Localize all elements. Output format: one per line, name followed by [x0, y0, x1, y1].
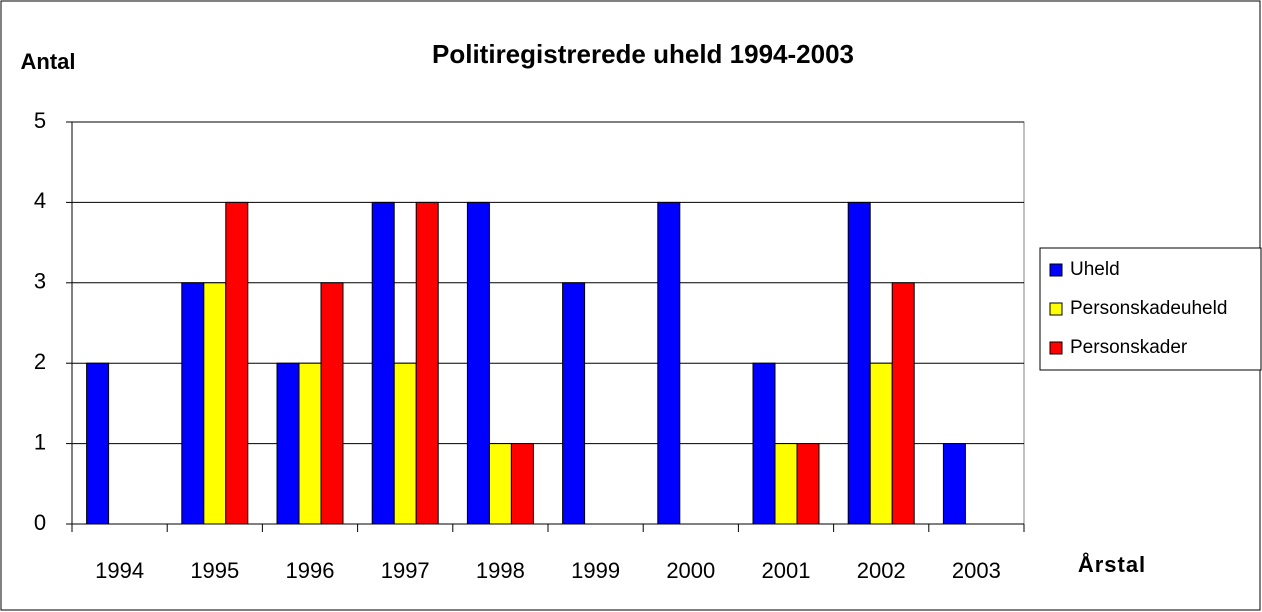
bar — [320, 282, 344, 525]
bar — [466, 201, 490, 525]
y-tick-label: 5 — [34, 108, 46, 133]
x-tick-label: 1996 — [286, 558, 335, 583]
legend-swatch — [1049, 302, 1063, 316]
bar — [774, 443, 798, 525]
bar — [657, 201, 681, 525]
bar — [276, 362, 300, 525]
chart-title: Politiregistrerede uheld 1994-2003 — [432, 39, 854, 69]
legend-label: Uheld — [1070, 259, 1120, 280]
bar — [752, 362, 776, 525]
bar — [86, 362, 110, 525]
bar — [942, 443, 966, 525]
x-tick-label: 1999 — [571, 558, 620, 583]
bar — [510, 443, 534, 525]
x-tick-label: 2001 — [762, 558, 811, 583]
bar — [415, 201, 439, 525]
x-tick-label: 1997 — [381, 558, 430, 583]
bar — [371, 201, 395, 525]
bar — [488, 443, 512, 525]
bar — [891, 282, 915, 525]
bar — [393, 362, 417, 525]
y-tick-label: 2 — [34, 349, 46, 374]
x-tick-label: 2002 — [857, 558, 906, 583]
bar — [562, 282, 586, 525]
x-tick-label: 1995 — [190, 558, 239, 583]
legend-box — [1039, 247, 1262, 371]
y-tick-label: 3 — [34, 269, 46, 294]
bar — [181, 282, 205, 525]
bar — [869, 362, 893, 525]
bar — [796, 443, 820, 525]
legend-swatch — [1049, 341, 1063, 355]
y-tick-label: 4 — [34, 188, 46, 213]
x-tick-label: 2000 — [666, 558, 715, 583]
y-tick-label: 1 — [34, 429, 46, 454]
legend-swatch — [1049, 263, 1063, 277]
x-tick-label: 1998 — [476, 558, 525, 583]
bar — [298, 362, 322, 525]
legend-label: Personskader — [1070, 337, 1188, 358]
y-tick-label: 0 — [34, 510, 46, 535]
x-tick-label: 1994 — [95, 558, 144, 583]
legend-label: Personskadeuheld — [1070, 298, 1227, 319]
bar — [203, 282, 227, 525]
bar — [847, 201, 871, 525]
bar — [225, 201, 249, 525]
y-axis-title: Antal — [21, 49, 76, 74]
x-axis-title: Årstal — [1078, 551, 1146, 577]
x-tick-label: 2003 — [952, 558, 1001, 583]
